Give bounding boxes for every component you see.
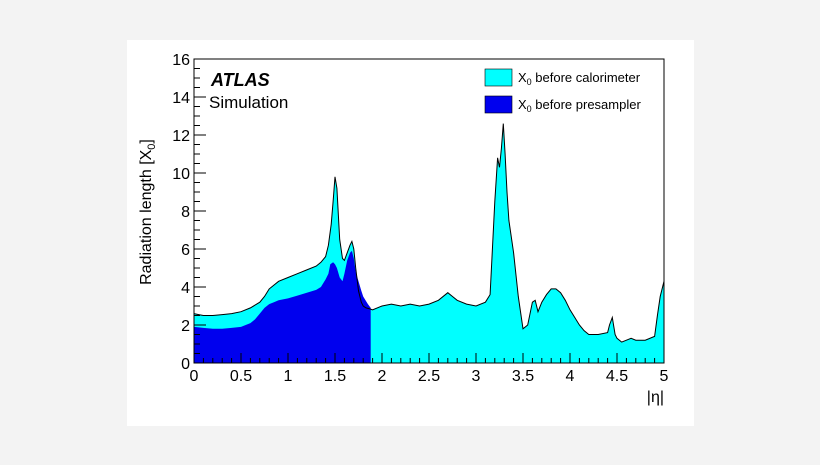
x-tick-label: 1 [284, 368, 293, 385]
x-tick-label: 1.5 [324, 368, 346, 385]
y-tick-label: 2 [181, 318, 190, 335]
y-tick-label: 6 [181, 242, 190, 259]
y-tick-label: 8 [181, 204, 190, 221]
x-tick-label: 4 [566, 368, 575, 385]
x-tick-label: 3.5 [512, 368, 534, 385]
legend-label-calorimeter: X0 before calorimeter [518, 70, 641, 87]
x-tick-label: 3 [472, 368, 481, 385]
x-tick-label: 0.5 [230, 368, 252, 385]
atlas-label: ATLAS [210, 70, 270, 90]
y-tick-label: 16 [172, 52, 190, 69]
x-tick-label: 0 [190, 368, 199, 385]
y-axis-title-main: Radiation length [X [138, 149, 155, 285]
y-tick-label: 12 [172, 128, 190, 145]
area-presampler [194, 250, 371, 363]
x-axis-title: |η| [647, 389, 664, 406]
x-tick-label: 2 [378, 368, 387, 385]
y-axis-title-suffix: ] [138, 139, 155, 143]
axis-tick-labels: 0 0.5 1 1.5 2 2.5 3 3.5 4 4.5 5 0 2 4 6 8 10 12 14 16 [172, 52, 668, 385]
y-tick-label: 4 [181, 280, 190, 297]
y-axis-title-sub: 0 [146, 144, 158, 150]
legend-swatch-presampler [484, 95, 513, 114]
y-tick-label: 10 [172, 166, 190, 183]
series-areas [193, 123, 665, 363]
legend: X0 before calorimeter X0 before presampl… [484, 68, 641, 114]
y-tick-label: 14 [172, 90, 190, 107]
legend-label-presampler: X0 before presampler [518, 97, 641, 114]
legend-swatch-calorimeter [484, 68, 513, 87]
simulation-label: Simulation [209, 93, 288, 112]
x-tick-label: 4.5 [606, 368, 628, 385]
x-tick-label: 5 [660, 368, 669, 385]
calorimeter-outline [193, 123, 665, 343]
axis-ticks [193, 58, 665, 364]
y-axis-title: Radiation length [X0] [138, 139, 158, 285]
y-tick-label: 0 [181, 356, 190, 373]
x-tick-label: 2.5 [418, 368, 440, 385]
